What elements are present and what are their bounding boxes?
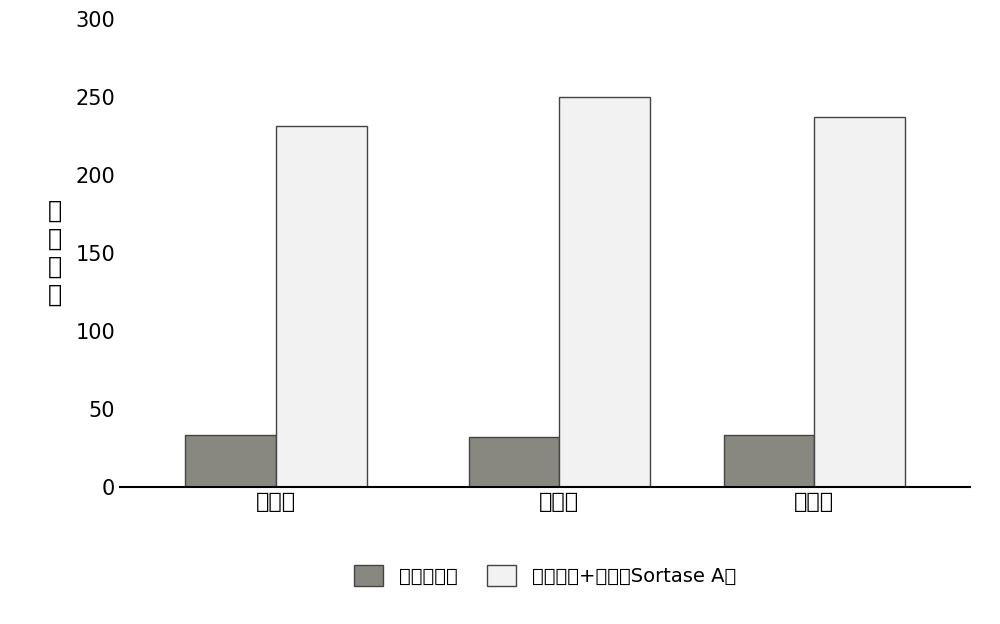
- Y-axis label: 荧
光
强
度: 荧 光 强 度: [47, 199, 62, 306]
- Bar: [468, 437, 559, 487]
- Bar: [559, 97, 650, 487]
- Bar: [814, 117, 905, 487]
- Legend: 底物蛋白组, 底物蛋白+分选酶Sortase A组: 底物蛋白组, 底物蛋白+分选酶Sortase A组: [346, 557, 744, 594]
- Bar: [185, 436, 276, 487]
- Bar: [724, 436, 814, 487]
- Bar: [276, 126, 366, 487]
